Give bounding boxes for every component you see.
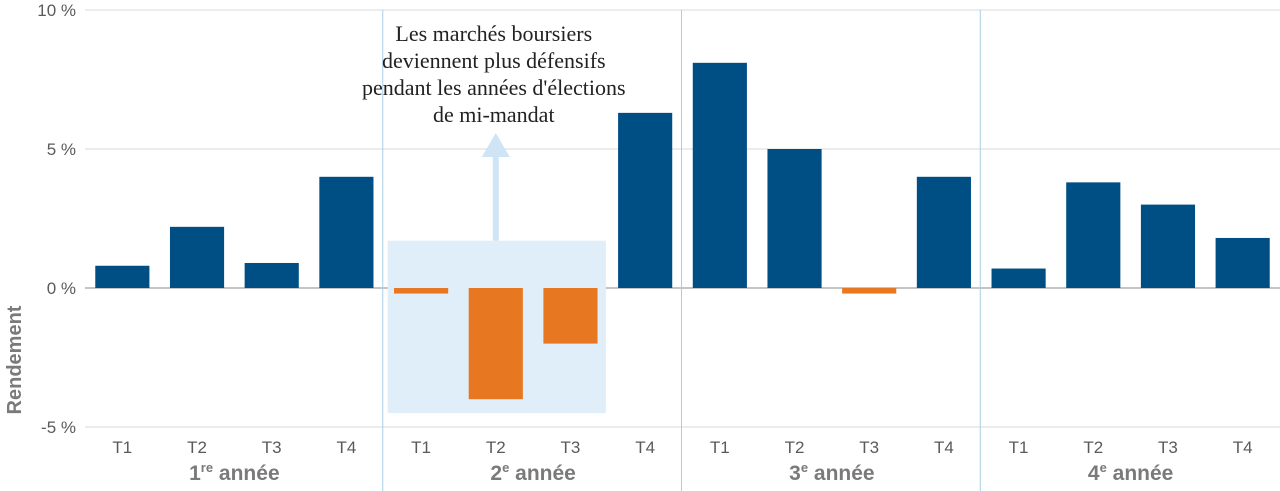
quarter-label: T1: [1009, 438, 1029, 457]
year-label: 3e année: [789, 460, 874, 485]
quarter-label: T1: [112, 438, 132, 457]
bar: [468, 288, 523, 400]
year-label: 1re année: [189, 460, 280, 485]
bar: [1215, 237, 1270, 288]
bar: [1140, 204, 1196, 288]
bar: [767, 149, 822, 288]
quarter-label: T2: [785, 438, 805, 457]
bar: [169, 226, 225, 288]
bar: [244, 262, 299, 288]
y-tick-label: 5 %: [47, 140, 76, 159]
y-tick-label: -5 %: [41, 418, 76, 437]
bar: [618, 112, 673, 288]
bar: [394, 288, 449, 294]
bar: [95, 265, 150, 288]
year-label: 4e année: [1088, 460, 1173, 485]
annotation-text: de mi-mandat: [433, 102, 555, 127]
quarter-label: T3: [1158, 438, 1178, 457]
bar: [991, 268, 1046, 288]
year-label: 2e année: [490, 460, 575, 485]
quarter-label: T3: [859, 438, 879, 457]
quarter-label: T4: [1233, 438, 1253, 457]
quarter-label: T4: [336, 438, 356, 457]
quarter-label: T3: [262, 438, 282, 457]
quarter-label: T1: [411, 438, 431, 457]
bar: [319, 176, 374, 288]
quarter-label: T2: [187, 438, 207, 457]
arrow-shaft: [492, 156, 499, 241]
bar: [916, 176, 971, 288]
bar: [692, 62, 747, 288]
bar: [1066, 182, 1121, 288]
bar: [842, 288, 897, 294]
bar: [543, 288, 598, 344]
quarter-label: T1: [710, 438, 730, 457]
y-axis-label: Rendement: [4, 305, 26, 414]
quarter-label: T3: [561, 438, 581, 457]
quarter-label: T2: [1083, 438, 1103, 457]
arrow-head-icon: [481, 133, 510, 157]
annotation-text: Les marchés boursiers: [395, 21, 592, 46]
quarter-label: T4: [934, 438, 954, 457]
annotation-text: deviennent plus défensifs: [382, 48, 606, 73]
quarter-label: T2: [486, 438, 506, 457]
y-tick-label: 10 %: [37, 1, 76, 20]
quarter-label: T4: [635, 438, 655, 457]
y-tick-label: 0 %: [47, 279, 76, 298]
annotation-text: pendant les années d'élections: [362, 75, 626, 100]
